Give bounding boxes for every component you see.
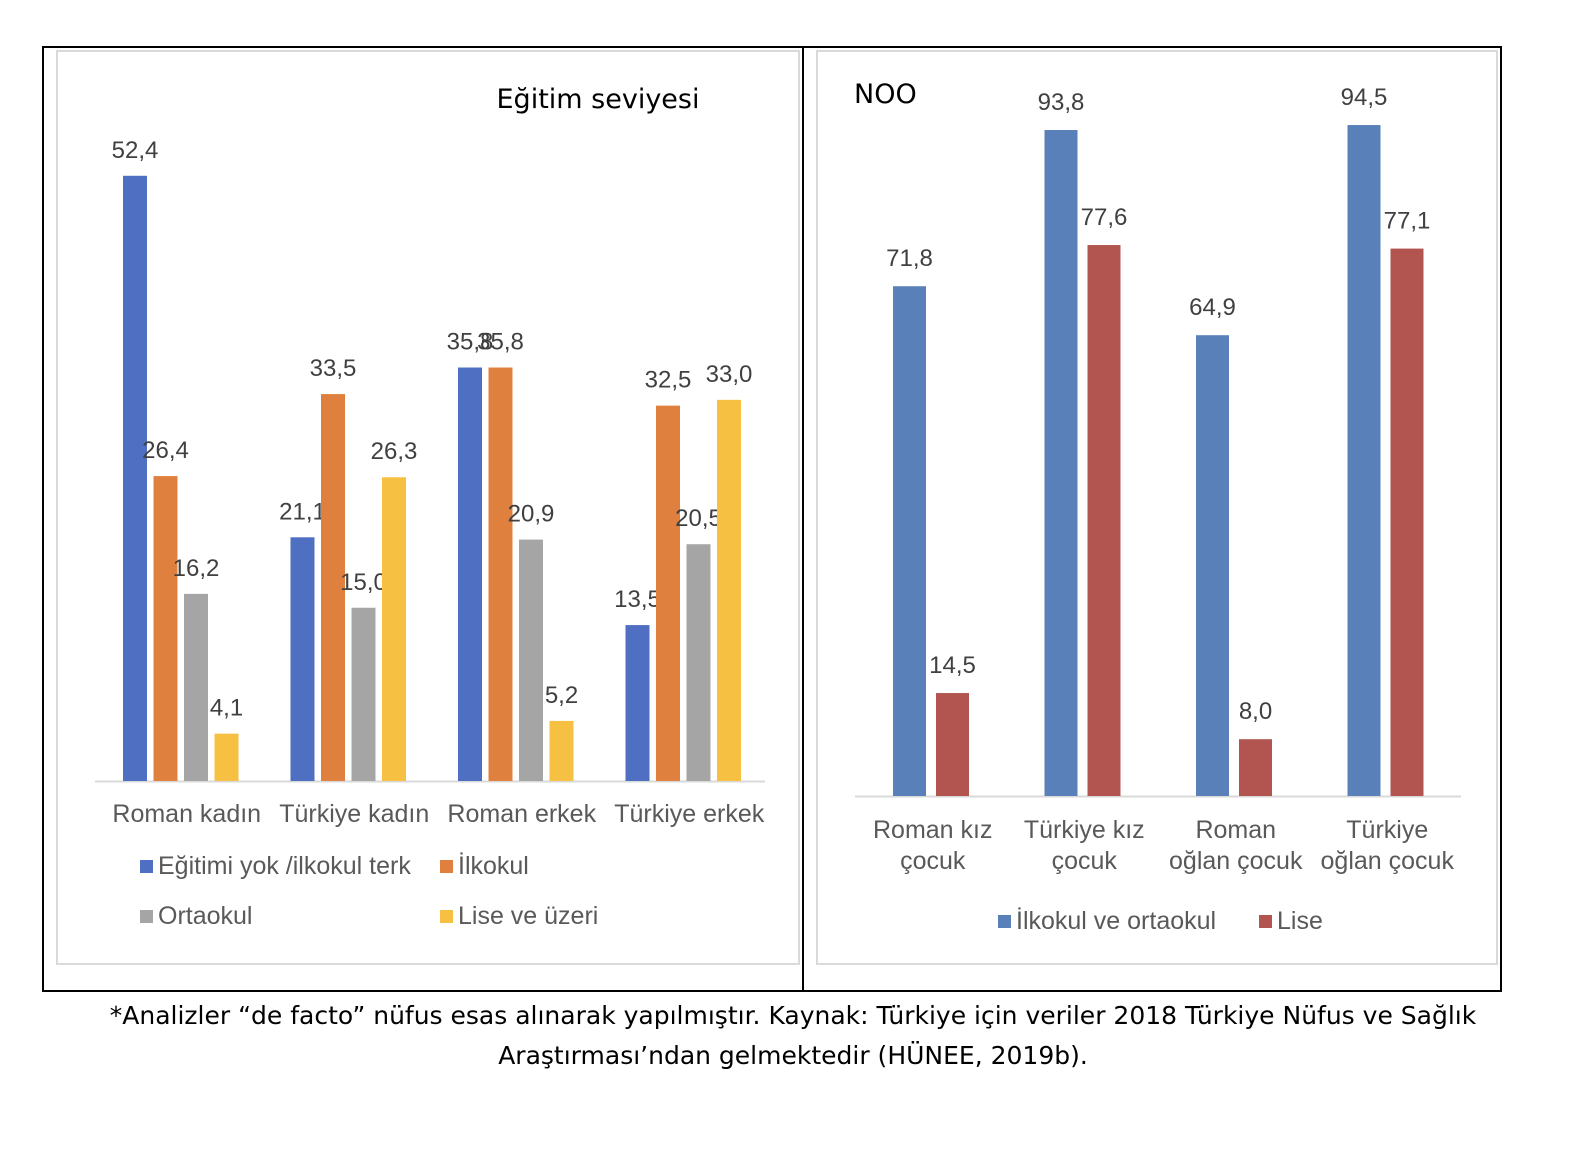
bar-2-2 — [519, 539, 543, 781]
data-label-3-1: 26,3 — [371, 438, 418, 465]
data-label-1-0: 26,4 — [142, 437, 189, 464]
x-tick-label-0-line-0: Roman kız — [873, 816, 992, 844]
data-label-1-0: 14,5 — [929, 652, 976, 679]
x-tick-label-2-line-0: Roman — [1195, 816, 1276, 844]
data-label-1-3: 77,1 — [1384, 208, 1431, 235]
legend-label-1: İlkokul — [458, 851, 529, 880]
noo-chart-panel: NOO 71,8 93,8 64,9 94,5 14,5 77,6 8,0 77,1 Roman … — [816, 50, 1498, 965]
education-level-chart: Eğitim seviyesi 52,4 21,1 35,8 13,5 26,4 33,5 3… — [95, 84, 765, 930]
bar-0-1 — [1044, 130, 1078, 796]
x-tick-label-3-line-1: oğlan çocuk — [1321, 847, 1455, 875]
bar-1-2 — [488, 367, 513, 781]
bar-1-3 — [1390, 248, 1424, 797]
legend-swatch-2 — [140, 910, 153, 923]
bar-3-2 — [549, 720, 574, 781]
bar-1-1 — [1087, 245, 1121, 797]
bar-1-1 — [321, 394, 345, 781]
data-label-3-2: 5,2 — [545, 682, 578, 709]
legend-label-0: Eğitimi yok /ilkokul terk — [158, 852, 411, 880]
chart-title: Eğitim seviyesi — [497, 84, 700, 115]
legend-label-0: İlkokul ve ortaokul — [1016, 906, 1216, 935]
figure-caption: *Analizler “de facto” nüfus esas alınara… — [0, 996, 1586, 1076]
caption-line-2: Araştırması’ndan gelmektedir (HÜNEE, 201… — [498, 1041, 1088, 1070]
bar-1-0 — [153, 476, 178, 781]
bar-2-0 — [184, 593, 208, 781]
data-label-0-1: 21,1 — [279, 498, 326, 525]
data-label-2-1: 15,0 — [340, 569, 387, 596]
legend-swatch-1 — [440, 860, 453, 873]
noo-chart: NOO 71,8 93,8 64,9 94,5 14,5 77,6 8,0 77,1 Roman … — [854, 79, 1461, 935]
bar-0-2 — [458, 367, 482, 781]
x-tick-label-1-line-0: Türkiye kız — [1024, 816, 1145, 844]
x-tick-label-0: Roman kız çocuk — [873, 816, 992, 875]
x-tick-label-1: Türkiye kız çocuk — [1024, 816, 1145, 875]
panel-divider — [802, 46, 804, 992]
data-label-1-2: 8,0 — [1239, 698, 1272, 725]
x-tick-label-2: Roman oğlan çocuk — [1169, 816, 1303, 875]
x-tick-label-1-line-1: çocuk — [1052, 847, 1118, 875]
legend-label-3: Lise ve üzeri — [458, 902, 598, 930]
x-tick-label-0-line-1: çocuk — [900, 847, 966, 875]
data-label-1-1: 77,6 — [1081, 204, 1128, 231]
chart-title: NOO — [854, 79, 917, 110]
bar-3-1 — [382, 477, 406, 781]
bar-1-2 — [1239, 739, 1272, 796]
x-tick-label-3-line-0: Türkiye — [1346, 816, 1428, 844]
data-label-2-3: 20,5 — [675, 505, 722, 532]
bar-0-3 — [625, 625, 650, 781]
data-label-2-0: 16,2 — [173, 555, 220, 582]
data-label-3-3: 33,0 — [706, 361, 753, 388]
bar-3-0 — [214, 733, 239, 781]
legend-swatch-0 — [140, 860, 153, 873]
x-tick-label-3: Türkiye oğlan çocuk — [1321, 816, 1455, 875]
data-label-0-0: 71,8 — [886, 245, 933, 272]
caption-line-1: *Analizler “de facto” nüfus esas alınara… — [109, 1001, 1477, 1030]
x-tick-label-2: Roman erkek — [447, 800, 596, 828]
data-label-0-3: 94,5 — [1341, 84, 1388, 111]
legend-swatch-1 — [1259, 915, 1272, 928]
bar-0-0 — [893, 286, 926, 796]
legend-swatch-3 — [440, 910, 453, 923]
data-label-3-0: 4,1 — [210, 695, 243, 722]
data-label-1-3: 32,5 — [645, 367, 692, 394]
bar-2-3 — [686, 544, 711, 781]
bar-3-3 — [717, 399, 741, 781]
bar-0-3 — [1347, 125, 1381, 797]
data-label-0-3: 13,5 — [614, 586, 661, 613]
x-tick-label-3: Türkiye erkek — [614, 800, 765, 828]
education-level-chart-panel: Eğitim seviyesi 52,4 21,1 35,8 13,5 26,4 33,5 3… — [56, 50, 800, 965]
x-tick-label-2-line-1: oğlan çocuk — [1169, 847, 1303, 875]
x-tick-label-1: Türkiye kadın — [279, 800, 429, 828]
x-tick-label-0: Roman kadın — [112, 800, 261, 828]
data-label-0-2: 64,9 — [1189, 294, 1236, 321]
bar-0-1 — [290, 537, 315, 781]
data-label-0-1: 93,8 — [1038, 89, 1085, 116]
bar-0-2 — [1196, 335, 1229, 796]
bar-2-1 — [351, 607, 376, 781]
data-label-0-0: 52,4 — [112, 137, 159, 164]
legend-swatch-0 — [998, 915, 1011, 928]
data-label-2-2: 20,9 — [508, 501, 555, 528]
data-label-1-1: 33,5 — [310, 355, 357, 382]
bar-1-0 — [936, 693, 969, 796]
data-label-0-2: 35,8 — [447, 329, 494, 356]
legend-label-2: Ortaokul — [158, 902, 252, 930]
bar-1-3 — [656, 405, 680, 781]
data-label-1-2: 35,8 — [477, 329, 524, 356]
legend-label-1: Lise — [1277, 907, 1323, 935]
bar-0-0 — [123, 175, 147, 781]
figure-frame — [42, 46, 1502, 992]
